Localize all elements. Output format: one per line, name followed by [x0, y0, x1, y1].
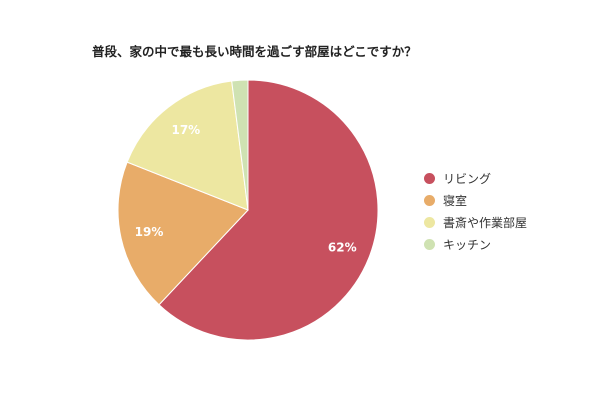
pie-slices — [117, 79, 379, 341]
pie-slice-4 — [231, 79, 249, 211]
pie-slice-1 — [158, 79, 379, 341]
chart-legend: リビング寝室書斎や作業部屋 キッチン — [424, 167, 527, 255]
chart-title: 普段、家の中で最も長い時間を過ごす部屋はどこですか？ — [92, 44, 417, 59]
legend-marker-3 — [424, 216, 435, 228]
legend-item-2: 寝室 — [424, 189, 527, 211]
legend-label-4: キッチン — [443, 237, 492, 252]
pie-data-label-1: 62% — [328, 240, 357, 254]
pie-slice-2 — [117, 161, 249, 306]
legend-marker-4 — [424, 238, 435, 250]
pie-data-label-2: 19% — [135, 225, 164, 239]
legend-marker-2 — [424, 194, 435, 206]
pie-labels: 62% 19% 17% — [135, 123, 357, 254]
legend-label-3: 書斎や作業部屋 — [443, 215, 528, 230]
legend-marker-1 — [424, 172, 435, 184]
pie-slice-3 — [126, 80, 249, 211]
legend-item-1: リビング — [424, 167, 527, 189]
legend-label-1: リビング — [443, 171, 492, 186]
legend-label-2: 寝室 — [443, 193, 468, 208]
legend-item-4: キッチン — [424, 233, 527, 255]
pie-data-label-3: 17% — [171, 123, 200, 137]
legend-item-3: 書斎や作業部屋 — [424, 211, 527, 233]
